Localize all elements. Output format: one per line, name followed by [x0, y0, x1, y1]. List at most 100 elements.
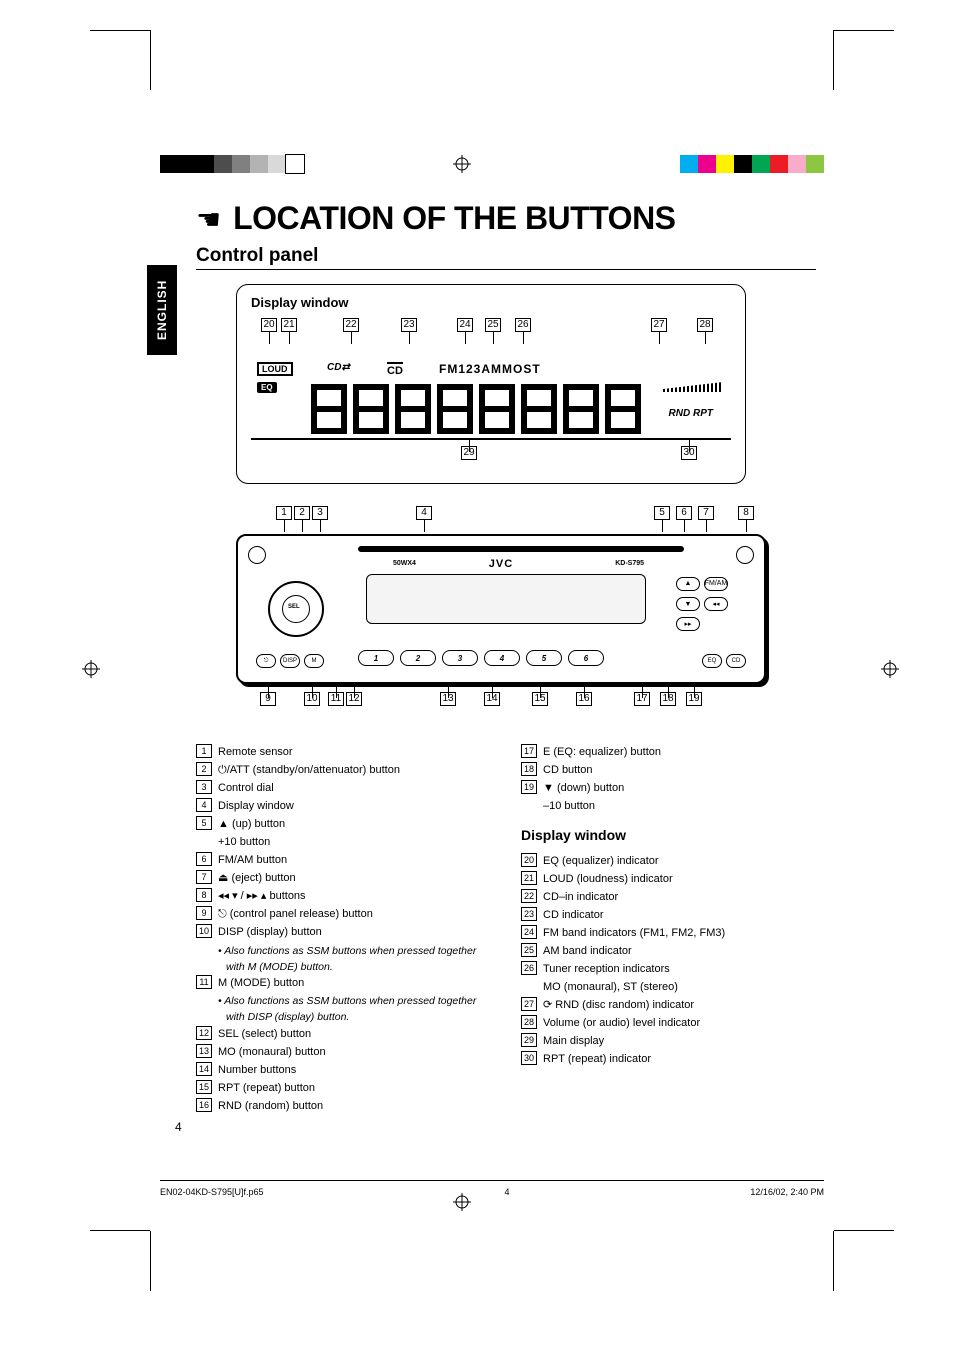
legend-item: 17E (EQ: equalizer) button [521, 744, 816, 761]
legend-text: SEL (select) button [218, 1026, 491, 1043]
registration-mark-icon [82, 660, 100, 678]
legend-right-column: 17E (EQ: equalizer) button18 CD button 19 ▼… [521, 744, 816, 1116]
legend-item: 28Volume (or audio) level indicator [521, 1015, 816, 1032]
legend-number: 2 [196, 762, 212, 776]
legend-text: M (MODE) button [218, 975, 491, 992]
legend-number: 18 [521, 762, 537, 776]
legend-number: 24 [521, 925, 537, 939]
crop-mark [90, 1230, 150, 1231]
crop-mark [833, 1231, 834, 1291]
footer: EN02-04KD-S795[U]f.p65 4 12/16/02, 2:40 … [160, 1180, 824, 1197]
callout-number: 3 [312, 506, 328, 520]
legend-text: CD–in indicator [543, 889, 816, 906]
legend-number: 19 [521, 780, 537, 794]
legend-number: 16 [196, 1098, 212, 1112]
legend-text: ⏻/ATT (standby/on/attenuator) button [218, 762, 491, 779]
legend-item: 26Tuner reception indicators [521, 961, 816, 978]
legend-text: ⎋ (control panel release) button [218, 906, 491, 923]
legend-item: 2 ⏻/ATT (standby/on/attenuator) button [196, 762, 491, 779]
legend-item: 8◂◂ ▾ / ▸▸ ▴ buttons [196, 888, 491, 905]
model-label: KD-S795 [615, 560, 644, 567]
legend-number: 29 [521, 1033, 537, 1047]
head-unit: 50WX4 JVC KD-S795 SEL ▲FM/AM▼◂◂▸▸ ⎋DISPM… [236, 534, 766, 684]
legend-item: 20EQ (equalizer) indicator [521, 853, 816, 870]
footer-filename: EN02-04KD-S795[U]f.p65 [160, 1187, 264, 1197]
callout-row: 12345678 [236, 506, 766, 526]
crop-mark [834, 30, 894, 31]
legend-text: Control dial [218, 780, 491, 797]
legend-note: • Also functions as SSM buttons when pre… [218, 943, 491, 976]
legend-number: 1 [196, 744, 212, 758]
volume-indicator [663, 382, 723, 392]
sel-label: SEL [288, 604, 300, 610]
pill-button: ▸▸ [676, 617, 700, 631]
crop-mark [833, 30, 834, 90]
legend-text: Main display [543, 1033, 816, 1050]
small-button: M [304, 654, 324, 668]
brand-label: JVC [489, 558, 513, 570]
cd-indicator: CD [387, 362, 403, 377]
legend-note: • Also functions as SSM buttons when pre… [218, 993, 491, 1026]
legend-text: Tuner reception indicators [543, 961, 816, 978]
legend-text: Display window [218, 798, 491, 815]
legend-text: FM band indicators (FM1, FM2, FM3) [543, 925, 816, 942]
callout-number: 5 [654, 506, 670, 520]
left-small-buttons: ⎋DISPM [256, 654, 324, 668]
diagram-heading: Display window [251, 295, 731, 310]
legend-text: E (EQ: equalizer) button [543, 744, 816, 761]
legend-number: 23 [521, 907, 537, 921]
pill-button: ▼ [676, 597, 700, 611]
legend-number: 8 [196, 888, 212, 902]
legend-text: RPT (repeat) indicator [543, 1051, 816, 1068]
segment-display [311, 384, 641, 434]
callout-number: 21 [281, 318, 297, 332]
legend-number: 27 [521, 997, 537, 1011]
legend-number: 11 [196, 975, 212, 989]
legend-number: 30 [521, 1051, 537, 1065]
legend-item: 25AM band indicator [521, 943, 816, 960]
callout-number: 8 [738, 506, 754, 520]
legend-item: 9 ⎋ (control panel release) button [196, 906, 491, 923]
number-button: 2 [400, 650, 436, 666]
legend-text: FM/AM button [218, 852, 491, 869]
legend-item: 16RND (random) button [196, 1098, 491, 1115]
legend-item: 10 DISP (display) button [196, 924, 491, 941]
legend-text: Number buttons [218, 1062, 491, 1079]
legend-text: Volume (or audio) level indicator [543, 1015, 816, 1032]
legend-text: ⟳ RND (disc random) indicator [543, 997, 816, 1014]
legend-extra: MO (monaural), ST (stereo) [521, 979, 816, 996]
callout-row: 202122232425262728 [251, 318, 731, 334]
legend-number: 9 [196, 906, 212, 920]
pill-button: ▲ [676, 577, 700, 591]
legend-number: 10 [196, 924, 212, 938]
legend-number: 14 [196, 1062, 212, 1076]
legend-item: 12SEL (select) button [196, 1026, 491, 1043]
color-bar-right [680, 155, 824, 173]
pill-button: ◂◂ [704, 597, 728, 611]
footer-date: 12/16/02, 2:40 PM [750, 1187, 824, 1197]
legend-text: ▼ (down) button [543, 780, 816, 797]
display-window-diagram: Display window 202122232425262728 LOUD E… [236, 284, 746, 484]
right-small-buttons: EQCD [702, 654, 746, 668]
number-button: 5 [526, 650, 562, 666]
number-button: 4 [484, 650, 520, 666]
callout-number: 25 [485, 318, 501, 332]
page-content: ☛ LOCATION OF THE BUTTONS Control panel … [196, 200, 816, 1116]
page-title: LOCATION OF THE BUTTONS [233, 200, 675, 237]
legend-number: 15 [196, 1080, 212, 1094]
legend-extra: –10 button [521, 798, 816, 815]
legend-text: CD button [543, 762, 816, 779]
legend-text: DISP (display) button [218, 924, 491, 941]
callout-number: 6 [676, 506, 692, 520]
rnd-rpt-indicator: RND RPT [669, 408, 713, 419]
legend-number: 20 [521, 853, 537, 867]
display-window [366, 574, 646, 624]
power-label: 50WX4 [393, 560, 416, 567]
legend-item: 11 M (MODE) button [196, 975, 491, 992]
legend-text: Remote sensor [218, 744, 491, 761]
legend-subheading: Display window [521, 825, 816, 847]
legend-number: 21 [521, 871, 537, 885]
legend-left-column: 1 Remote sensor 2 ⏻/ATT (standby/on/attenua… [196, 744, 491, 1116]
callout-row: 910111213141516171819 [236, 692, 766, 712]
crop-mark [150, 1231, 151, 1291]
